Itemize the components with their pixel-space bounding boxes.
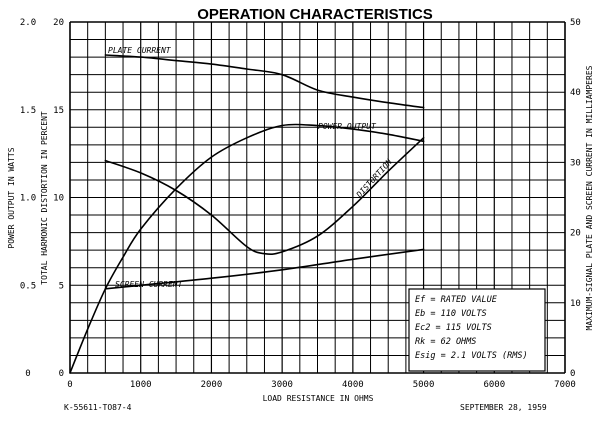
chart-title: OPERATION CHARACTERISTICS bbox=[197, 6, 433, 23]
plate-current-curve bbox=[104, 54, 425, 109]
conditions-box: Ef = RATED VALUE Eb = 110 VOLTS Ec2 = 11… bbox=[408, 288, 546, 372]
current-tick-label: 40 bbox=[570, 88, 581, 98]
x-tick-label: 5000 bbox=[413, 380, 435, 390]
x-tick-label: 2000 bbox=[201, 380, 223, 390]
power-tick-label: 1.0 bbox=[20, 194, 36, 204]
condition-ef: Ef = RATED VALUE bbox=[415, 295, 498, 305]
current-tick-label: 30 bbox=[570, 158, 581, 168]
series-label-screen-current: SCREEN CURRENT bbox=[115, 280, 184, 289]
x-axis-ticks: 0 1000 2000 3000 4000 5000 6000 7000 bbox=[67, 380, 576, 390]
x-tick-label: 6000 bbox=[483, 380, 505, 390]
distortion-axis-ticks: 0 5 10 15 20 bbox=[53, 18, 64, 379]
power-tick-label: 1.5 bbox=[20, 106, 36, 116]
distortion-tick-label: 15 bbox=[53, 106, 64, 116]
distortion-curve bbox=[104, 137, 425, 256]
current-axis-ticks: 0 10 20 30 40 50 bbox=[570, 18, 581, 379]
screen-current-curve bbox=[104, 248, 425, 290]
power-axis-ticks: 0 0.5 1.0 1.5 2.0 bbox=[20, 18, 36, 379]
x-tick-label: 4000 bbox=[342, 380, 364, 390]
x-axis-label: LOAD RESISTANCE IN OHMS bbox=[263, 394, 374, 403]
x-tick-label: 0 bbox=[67, 380, 72, 390]
x-tick-label: 7000 bbox=[554, 380, 576, 390]
condition-rk: Rk = 62 OHMS bbox=[415, 337, 476, 347]
distortion-tick-label: 10 bbox=[53, 194, 64, 204]
footer-date: SEPTEMBER 28, 1959 bbox=[460, 403, 547, 412]
current-tick-label: 10 bbox=[570, 299, 581, 309]
current-tick-label: 0 bbox=[570, 369, 575, 379]
distortion-tick-label: 5 bbox=[59, 281, 64, 291]
footer-drawing-number: K-55611-TO87-4 bbox=[64, 403, 132, 412]
distortion-tick-label: 0 bbox=[59, 369, 64, 379]
current-tick-label: 50 bbox=[570, 18, 581, 28]
series-label-plate-current: PLATE CURRENT bbox=[108, 46, 172, 55]
y-axis-label-power: POWER OUTPUT IN WATTS bbox=[7, 147, 16, 248]
power-tick-label: 0.5 bbox=[20, 281, 36, 291]
condition-eb: Eb = 110 VOLTS bbox=[415, 309, 487, 319]
condition-ec2: Ec2 = 115 VOLTS bbox=[415, 323, 492, 333]
x-tick-label: 1000 bbox=[130, 380, 152, 390]
condition-esig: Esig = 2.1 VOLTS (RMS) bbox=[415, 351, 528, 361]
y-axis-label-current: MAXIMUM-SIGNAL PLATE AND SCREEN CURRENT … bbox=[585, 65, 594, 330]
x-tick-label: 3000 bbox=[271, 380, 293, 390]
distortion-tick-label: 20 bbox=[53, 18, 64, 28]
power-tick-label: 2.0 bbox=[20, 18, 36, 28]
current-tick-label: 20 bbox=[570, 229, 581, 239]
y-axis-label-distortion: TOTAL HARMONIC DISTORTION IN PERCENT bbox=[40, 111, 49, 285]
chart-curves bbox=[69, 54, 425, 374]
series-label-power-output: POWER OUTPUT bbox=[318, 122, 377, 131]
power-tick-label: 0 bbox=[25, 369, 30, 379]
